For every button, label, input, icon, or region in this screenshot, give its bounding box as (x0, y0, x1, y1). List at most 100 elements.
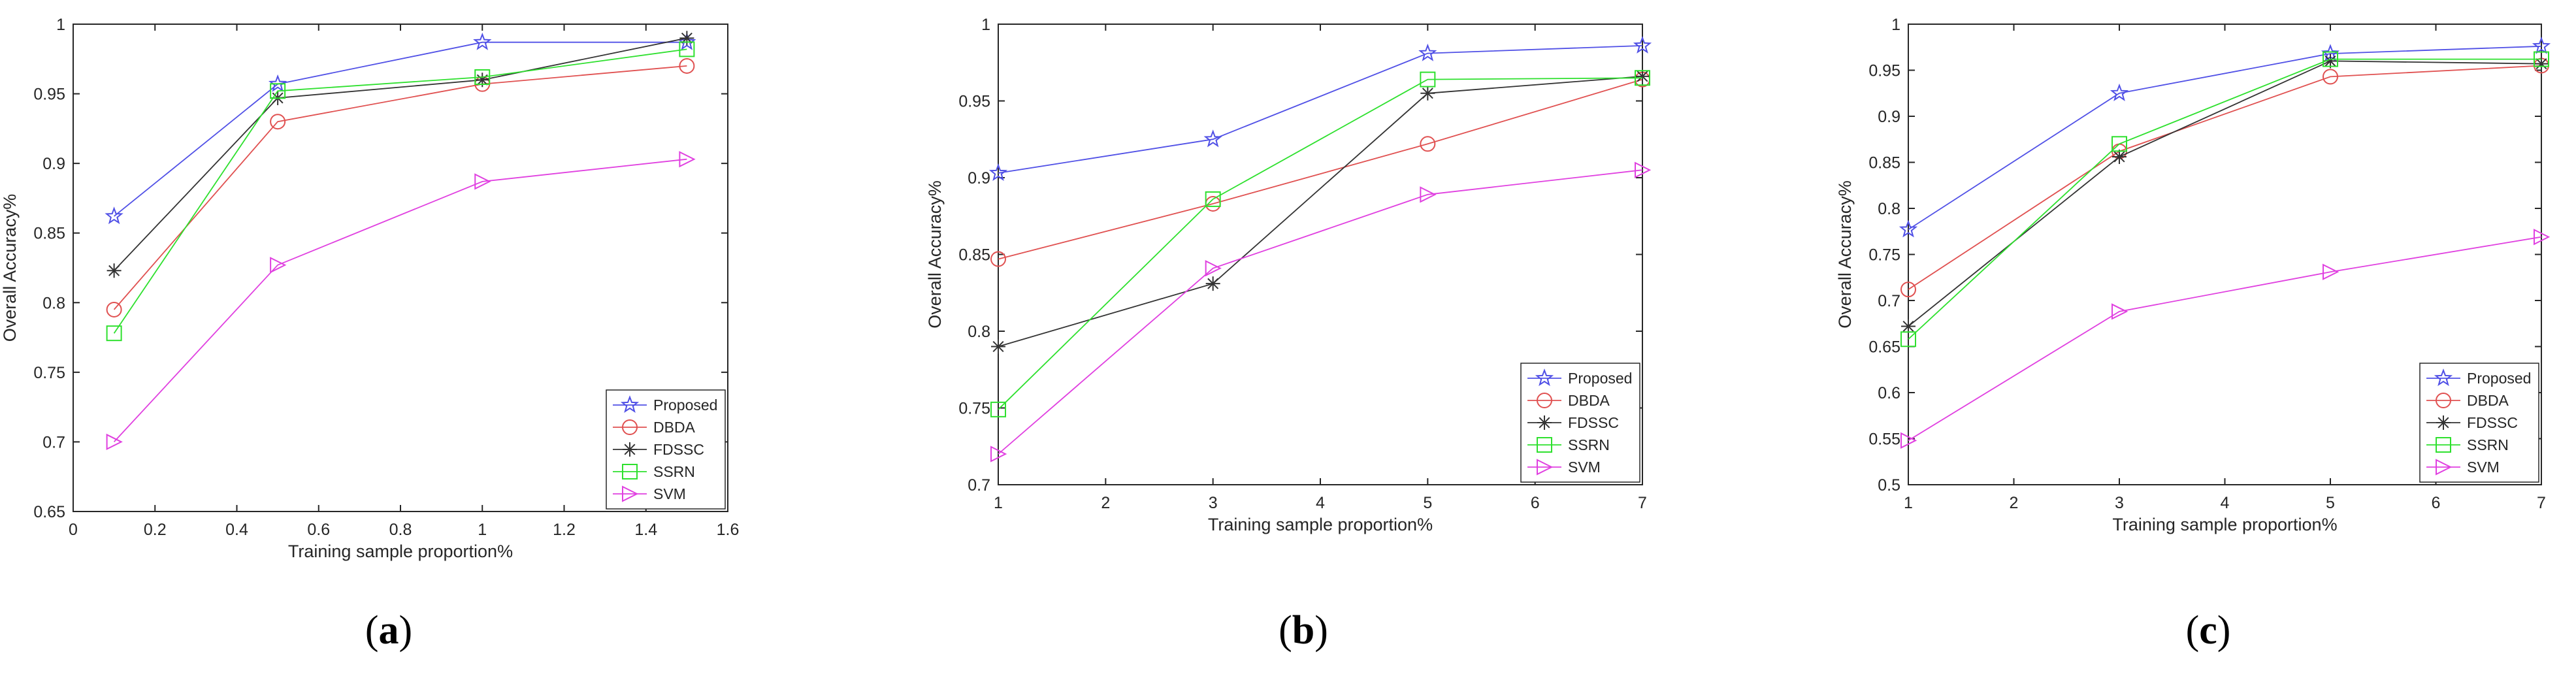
data-point-ssrn-b (990, 401, 1006, 417)
y-tick-label-c: 0.65 (1868, 338, 1900, 357)
y-tick-label-b: 0.7 (968, 476, 990, 495)
y-axis-label-a: Overall Accuracy% (0, 194, 20, 342)
x-tick-label-b: 5 (1423, 494, 1432, 512)
data-point-fdssc-b (1205, 276, 1220, 291)
x-tick-label-c: 6 (2432, 494, 2441, 512)
asterisk-stroke (1902, 320, 1914, 332)
y-tick-label-a: 1 (56, 16, 65, 34)
data-point-proposed-a (105, 206, 123, 225)
data-point-fdssc-c (2112, 150, 2127, 165)
series-line-proposed-c (1908, 45, 2542, 231)
x-tick-label-c: 5 (2326, 494, 2335, 512)
series-line-ssrn-a (113, 48, 687, 334)
asterisk-stroke (1207, 278, 1219, 289)
legend-label-ssrn-b: SSRN (1568, 436, 1610, 453)
caption-b: (b) (1251, 608, 1356, 654)
legend-label-proposed-b: Proposed (1568, 370, 1632, 387)
data-point-ssrn-c (2111, 136, 2127, 152)
x-tick-label-a: 0.2 (144, 521, 167, 539)
legend-marker-svm-a (622, 485, 639, 502)
asterisk-stroke (1422, 88, 1433, 99)
y-tick-label-c: 0.5 (1878, 476, 1900, 495)
legend-label-fdssc-c: FDSSC (2467, 414, 2518, 431)
legend-marker-svm-b (1537, 459, 1554, 476)
asterisk-stroke (2113, 151, 2125, 163)
data-point-svm-a (474, 173, 491, 190)
y-tick-label-c: 0.9 (1878, 108, 1900, 126)
data-point-ssrn-b (1420, 71, 1436, 88)
caption-b-open: ( (1279, 608, 1292, 653)
data-point-proposed-a (473, 32, 492, 50)
series-line-proposed-a (114, 41, 687, 217)
legend-marker-dbda-a (622, 419, 638, 435)
y-tick-label-c: 0.95 (1868, 62, 1900, 80)
legend-marker-proposed-b (1535, 368, 1554, 387)
y-tick-label-c: 0.6 (1878, 384, 1900, 402)
asterisk-stroke (1539, 417, 1550, 429)
caption-c: (c) (2156, 608, 2260, 654)
data-point-proposed-c (2110, 83, 2129, 101)
legend-marker-dbda-b (1537, 393, 1552, 408)
y-axis-label-b: Overall Accuracy% (925, 180, 945, 329)
legend-label-dbda-b: DBDA (1568, 392, 1610, 409)
y-tick-label-c: 0.55 (1868, 430, 1900, 449)
data-point-fdssc-b (1420, 86, 1435, 101)
data-point-fdssc-a (106, 263, 122, 278)
x-tick-label-c: 4 (2221, 494, 2230, 512)
legend-marker-proposed-a (620, 395, 640, 414)
caption-b-letter: b (1292, 608, 1315, 653)
data-point-svm-b (1635, 161, 1652, 178)
x-tick-label-a: 1.6 (717, 521, 740, 539)
legend-c: Proposed DBDA FDSSC SSRN SVM (2419, 363, 2539, 483)
series-line-ssrn-c (1908, 58, 2541, 340)
data-point-proposed-c (1899, 219, 1918, 238)
asterisk-stroke (1637, 71, 1648, 82)
y-tick-label-a: 0.95 (33, 86, 65, 104)
data-point-dbda-c (1900, 282, 1916, 298)
y-tick-label-b: 0.95 (958, 93, 990, 111)
x-tick-label-c: 3 (2115, 494, 2124, 512)
caption-a: (a) (336, 608, 441, 654)
data-point-svm-a (679, 151, 696, 168)
data-point-svm-a (106, 433, 123, 451)
data-point-dbda-c (2323, 69, 2338, 85)
legend-a: Proposed DBDA FDSSC SSRN SVM (606, 389, 726, 510)
asterisk-stroke (992, 341, 1004, 352)
y-tick-label-a: 0.75 (33, 364, 65, 382)
x-tick-label-a: 1 (478, 521, 487, 539)
x-tick-label-b: 6 (1531, 494, 1540, 512)
asterisk-stroke (108, 265, 120, 276)
caption-a-open: ( (365, 608, 379, 653)
chart-c: 1 2 3 4 5 6 7 0.5 0.55 0.6 0.65 0.7 0.75 0.8 0.85 0.9 0.… (1835, 16, 2551, 534)
x-tick-label-c: 2 (2010, 494, 2019, 512)
legend-marker-ssrn-a (622, 464, 638, 479)
y-tick-label-b: 0.85 (958, 246, 990, 265)
data-point-fdssc-b (1635, 69, 1650, 84)
series-line-proposed-b (998, 45, 1643, 174)
series-line-dbda-b (998, 78, 1643, 260)
y-tick-label-b: 1 (981, 16, 990, 34)
legend-label-dbda-a: DBDA (653, 419, 696, 436)
y-tick-label-c: 0.75 (1868, 246, 1900, 265)
data-point-ssrn-b (1205, 191, 1221, 207)
series-line-fdssc-b (998, 76, 1643, 348)
data-point-fdssc-a (679, 31, 694, 46)
legend-marker-dbda-c (2436, 393, 2451, 408)
data-point-proposed-b (1203, 129, 1222, 148)
y-tick-label-c: 1 (1891, 16, 1900, 34)
data-point-svm-b (990, 446, 1007, 463)
legend-label-svm-b: SVM (1568, 459, 1601, 476)
x-axis-label-c: Training sample proportion% (2112, 515, 2337, 534)
x-tick-label-a: 0 (69, 521, 78, 539)
data-point-svm-c (2323, 263, 2340, 280)
x-tick-label-a: 0.6 (307, 521, 330, 539)
legend-b: Proposed DBDA FDSSC SSRN SVM (1520, 363, 1640, 483)
data-point-dbda-b (1420, 136, 1436, 152)
legend-label-fdssc-a: FDSSC (653, 441, 704, 458)
x-tick-label-b: 1 (994, 494, 1003, 512)
caption-b-close: ) (1314, 608, 1328, 653)
data-point-ssrn-a (474, 69, 491, 85)
series-line-ssrn-b (998, 77, 1643, 410)
legend-label-svm-c: SVM (2467, 459, 2500, 476)
legend-label-ssrn-c: SSRN (2467, 436, 2509, 453)
